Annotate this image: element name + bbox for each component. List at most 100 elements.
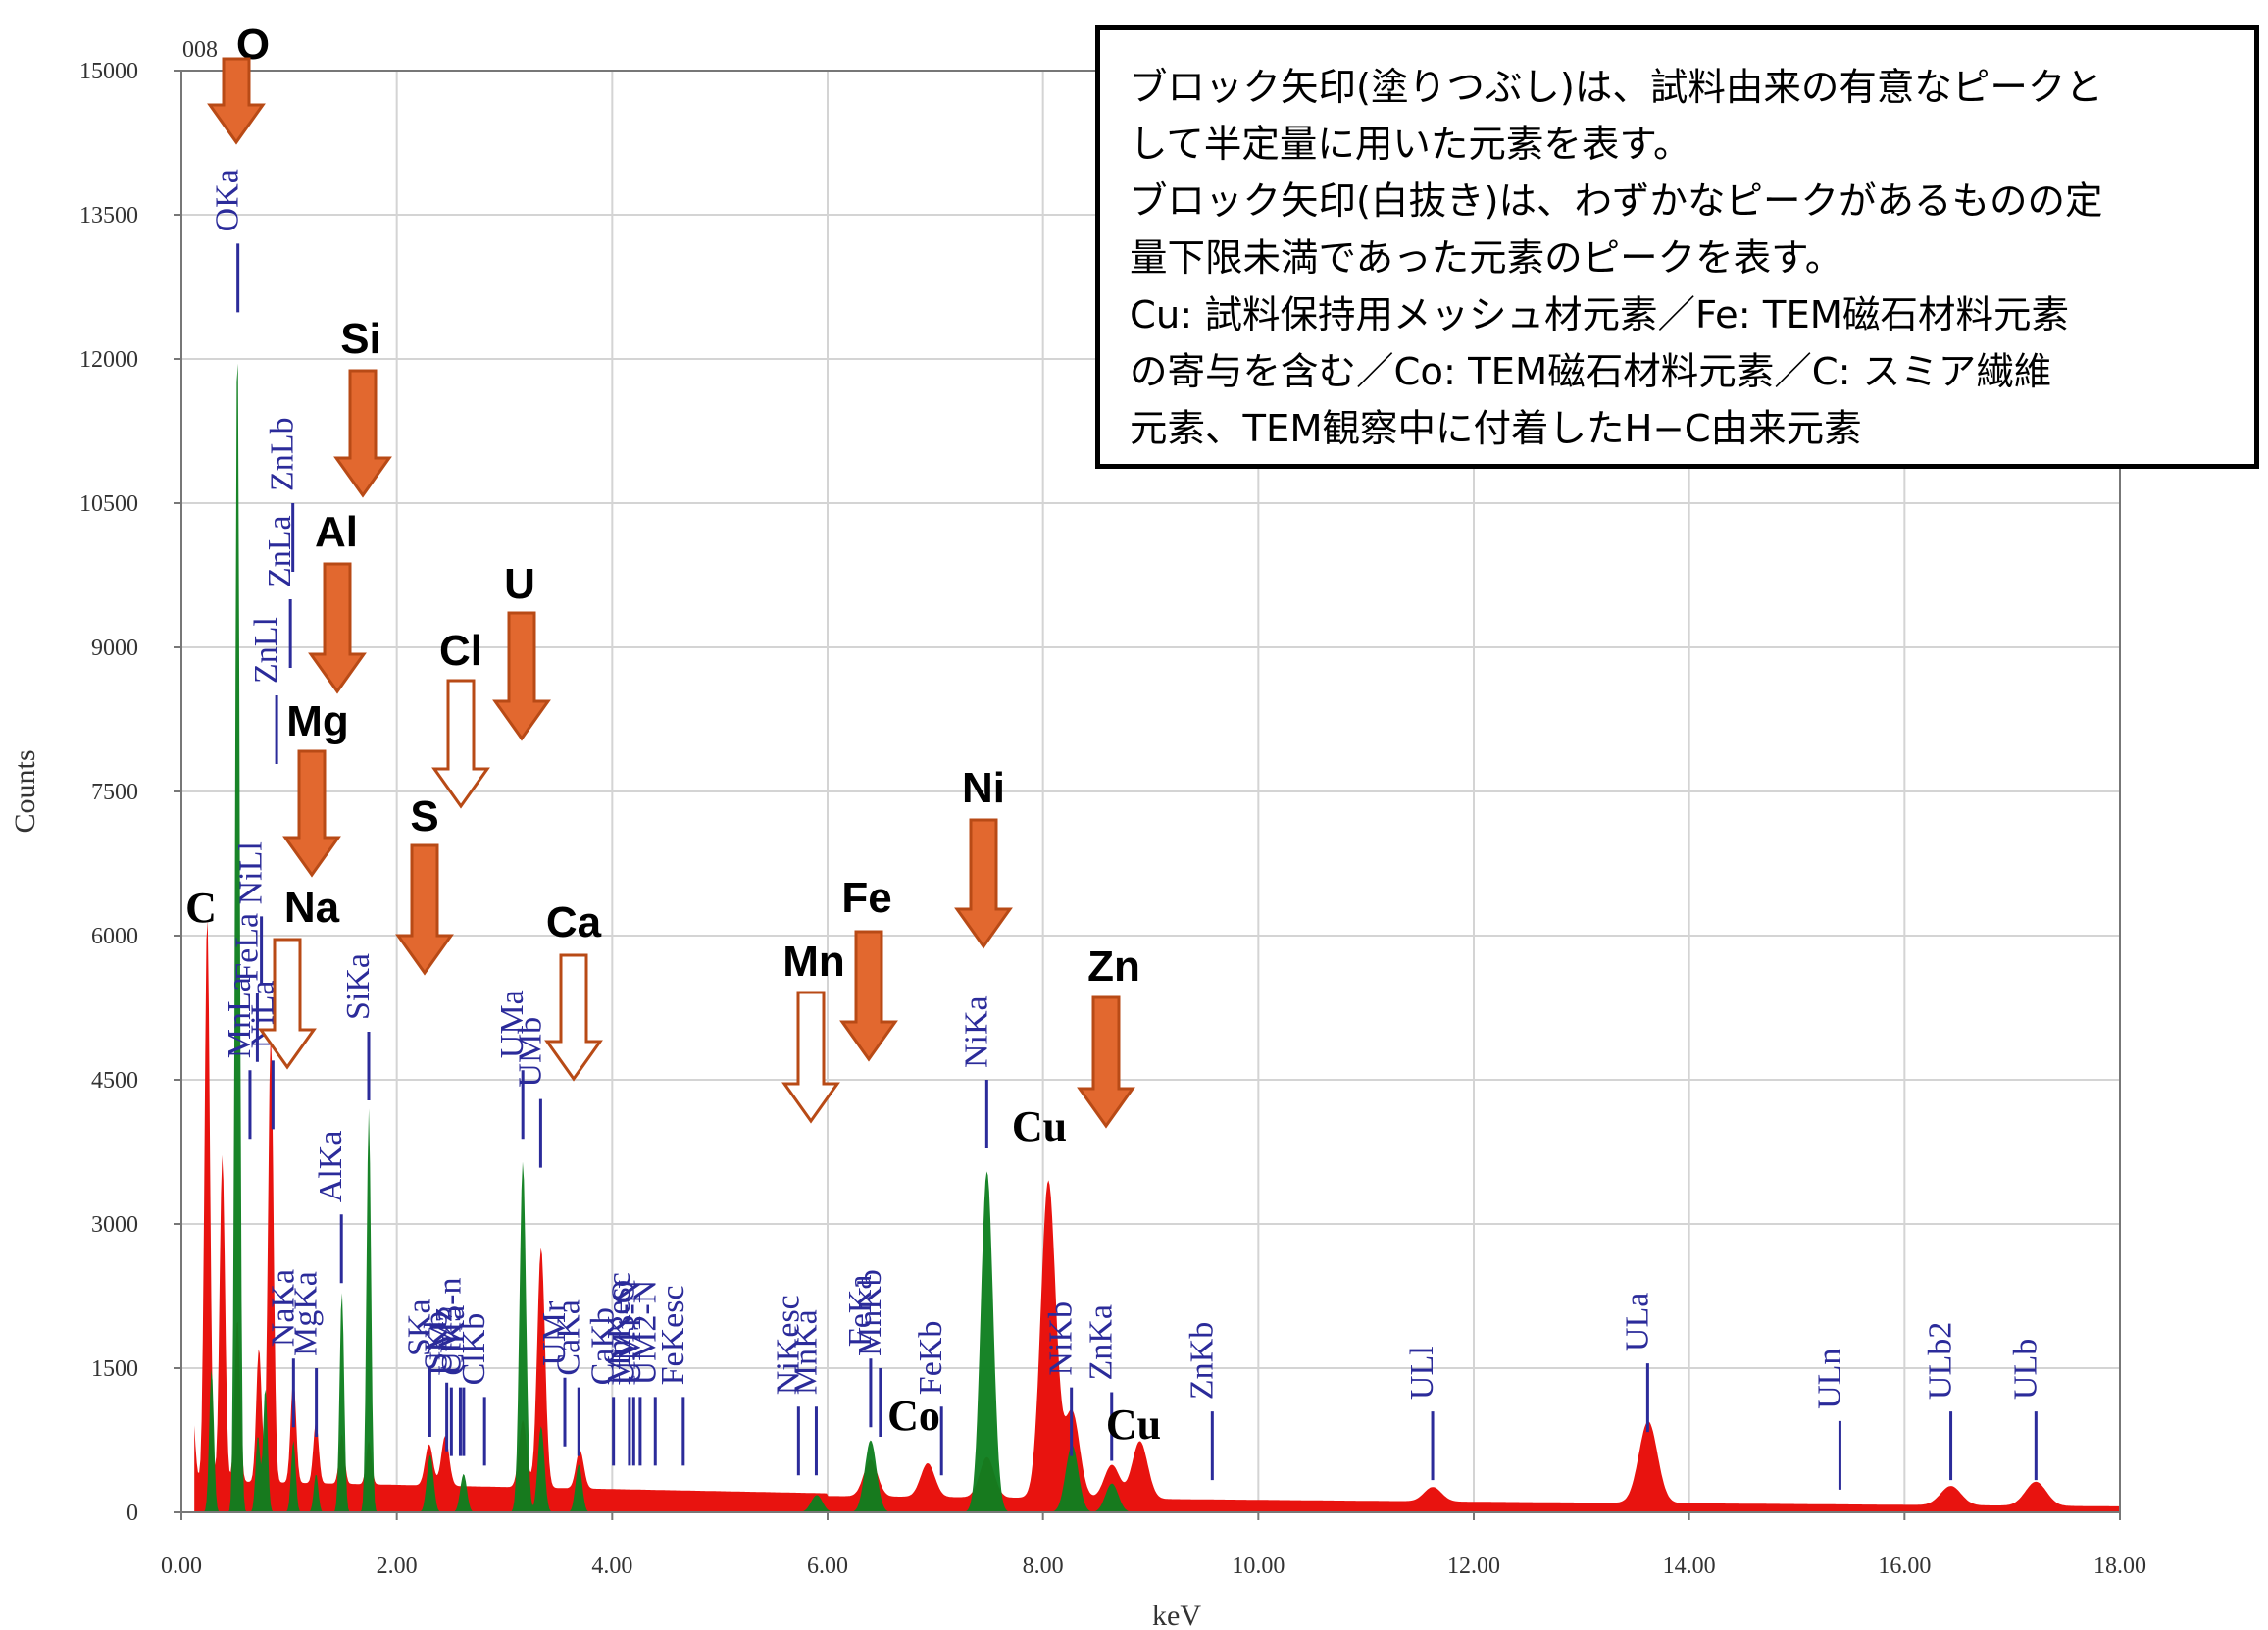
line-marker-label: NiKesc <box>770 1295 806 1395</box>
filled-block-arrow-icon <box>1077 995 1135 1129</box>
note-line: 量下限未満であった元素のピークを表す。 <box>1130 236 1843 280</box>
filled-block-arrow-icon <box>954 818 1013 949</box>
x-tick-label: 10.00 <box>1232 1554 1285 1579</box>
line-marker-label: UMz <box>423 1307 459 1376</box>
y-tick-label: 12000 <box>79 347 138 373</box>
line-marker-label: ZnLl <box>248 617 284 684</box>
note-line: ブロック矢印(塗りつぶし)は、試料由来の有意なピークと <box>1130 66 2103 110</box>
corner-label: 008 <box>182 37 218 63</box>
element-label: Ca <box>546 898 602 946</box>
line-marker-label: FeKa <box>842 1275 879 1348</box>
y-tick-label: 4500 <box>91 1068 138 1094</box>
line-marker-label: NiKb <box>1043 1301 1080 1376</box>
element-label: Al <box>315 508 358 556</box>
line-marker-label: MgKa <box>288 1271 325 1356</box>
element-label: Fe <box>841 874 891 922</box>
note-line: 元素、TEM観察中に付着したH−C由来元素 <box>1130 407 1862 451</box>
line-marker-label: SKa <box>401 1299 437 1356</box>
line-marker-label: ZnKb <box>1184 1322 1220 1400</box>
line-markers: OKaNiLaFeLaMnLaZnLaZnLbZnLlNiLlNaKaMgKaA… <box>210 169 2043 1490</box>
filled-block-arrow-icon <box>395 843 454 976</box>
line-marker-label: UMr <box>536 1300 573 1366</box>
line-marker-label: CaKa <box>550 1299 586 1375</box>
element-label: Cu <box>1106 1401 1161 1449</box>
line-marker-label: ZnKa <box>1084 1304 1120 1380</box>
x-tick-label: 16.00 <box>1878 1554 1931 1579</box>
line-marker-label: MnKa <box>787 1309 824 1395</box>
line-marker-label: FeLa <box>228 913 265 982</box>
line-marker-label: NaKa <box>265 1269 301 1347</box>
y-tick-label: 6000 <box>91 924 138 949</box>
filled-block-arrow-icon <box>207 57 266 145</box>
line-marker-label: ClKa <box>435 1305 472 1376</box>
element-label: Na <box>284 884 340 932</box>
element-label: C <box>185 884 217 932</box>
note-line: Cu: 試料保持用メッシュ材元素／Fe: TEM磁石材料元素 <box>1130 293 2069 337</box>
outline-block-arrow-icon <box>431 679 490 809</box>
x-tick-label: 18.00 <box>2093 1554 2146 1579</box>
element-label: Ni <box>962 764 1005 812</box>
element-label: Cl <box>439 627 482 675</box>
line-marker-label: MnKb <box>852 1269 888 1356</box>
filled-block-arrow-icon <box>333 369 392 498</box>
line-marker-label: NiLl <box>233 841 270 904</box>
element-label: S <box>410 792 438 840</box>
filled-block-arrow-icon <box>839 930 898 1062</box>
x-axis-ticks: 0.00 2.00 4.00 6.00 8.00 10.00 12.00 14.00 16.00… <box>161 1512 2146 1579</box>
y-axis-title: Counts <box>9 749 41 833</box>
element-label: Zn <box>1087 942 1140 991</box>
line-marker-label: ULl <box>1404 1346 1440 1400</box>
x-tick-label: 14.00 <box>1663 1554 1716 1579</box>
x-tick-label: 6.00 <box>807 1554 848 1579</box>
filled-block-arrow-icon <box>282 749 341 878</box>
element-label: Cu <box>1012 1102 1067 1150</box>
line-marker-label: ClKb <box>456 1313 492 1386</box>
y-axis-ticks: 0 1500 3000 4500 6000 7500 9000 10500 12000 13500… <box>79 59 181 1526</box>
line-marker-label: UMa <box>494 990 530 1058</box>
line-marker-label: MnKesc <box>601 1272 637 1385</box>
line-marker-label: ULb <box>2007 1339 2043 1400</box>
line-marker-label: ULn <box>1811 1349 1847 1409</box>
line-marker-label: FeKb <box>913 1321 949 1396</box>
element-label: Mn <box>782 938 845 986</box>
line-marker-label: UM3-n <box>431 1277 468 1375</box>
element-label: Si <box>340 315 381 363</box>
x-tick-label: 4.00 <box>591 1554 632 1579</box>
y-tick-label: 1500 <box>91 1356 138 1382</box>
line-marker-label: ZnLb <box>265 417 301 491</box>
element-label: Co <box>887 1392 940 1440</box>
y-tick-label: 7500 <box>91 780 138 805</box>
line-marker-label: NiKa <box>958 995 994 1068</box>
note-line: の寄与を含む／Co: TEM磁石材料元素／C: スミア繊維 <box>1130 350 2052 394</box>
element-label: U <box>504 560 535 608</box>
y-tick-label: 13500 <box>79 203 138 229</box>
element-label: Mg <box>286 697 349 745</box>
y-tick-label: 0 <box>126 1501 138 1526</box>
line-marker-label: CaKb <box>585 1307 622 1385</box>
line-marker-label: AlKa <box>313 1131 349 1203</box>
outline-block-arrow-icon <box>258 938 317 1070</box>
line-marker-label: SiKa <box>340 953 377 1020</box>
line-marker-label: FeKesc <box>655 1285 691 1385</box>
line-marker-label: UM1-N <box>612 1280 648 1386</box>
y-tick-label: 9000 <box>91 636 138 661</box>
x-tick-label: 0.00 <box>161 1554 202 1579</box>
line-marker-label: ULb2 <box>1923 1322 1959 1400</box>
x-tick-label: 12.00 <box>1447 1554 1500 1579</box>
note-line: ブロック矢印(白抜き)は、わずかなピークがあるものの定 <box>1130 179 2103 224</box>
line-marker-label: OKa <box>210 169 246 231</box>
x-axis-title: keV <box>1152 1600 1201 1630</box>
legend-note-box: ブロック矢印(塗りつぶし)は、試料由来の有意なピークと して半定量に用いた元素を… <box>1095 25 2259 469</box>
outline-block-arrow-icon <box>781 991 840 1124</box>
outline-block-arrow-icon <box>544 953 603 1082</box>
y-tick-label: 10500 <box>79 491 138 517</box>
line-marker-label: UM2-N <box>627 1280 663 1386</box>
y-tick-label: 3000 <box>91 1212 138 1238</box>
x-tick-label: 2.00 <box>377 1554 418 1579</box>
y-tick-label: 15000 <box>79 59 138 84</box>
line-marker-label: UM3-O <box>605 1280 641 1386</box>
line-marker-label: SKb <box>419 1311 455 1370</box>
line-marker-label: MnLa <box>222 977 258 1058</box>
note-line: して半定量に用いた元素を表す。 <box>1130 123 1691 167</box>
